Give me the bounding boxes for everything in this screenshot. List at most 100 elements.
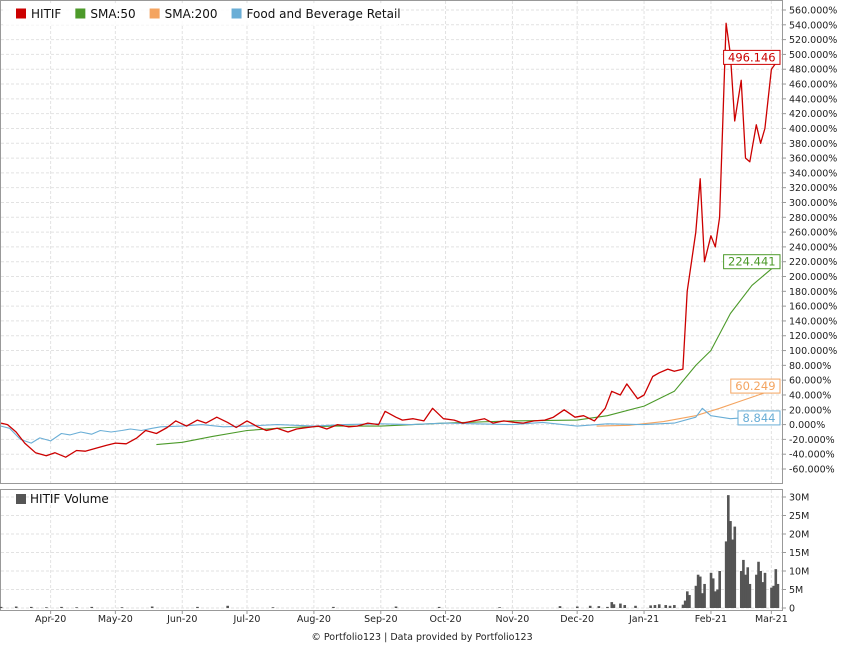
x-axis: Apr-20 May-20 Jun-20 Jul-20 Aug-20 Sep-20 Oct-…	[35, 610, 788, 625]
sma50-end-label-text: 224.441	[728, 255, 776, 269]
volume-bar	[673, 605, 676, 608]
price-y-tick-label: 20.000%	[789, 405, 831, 416]
volume-bar	[668, 605, 672, 608]
x-tick-label: Feb-21	[695, 614, 727, 625]
volume-legend: HITIF Volume	[16, 492, 109, 506]
price-y-tick-label: 180.000%	[789, 287, 837, 298]
price-y-tick-label: 480.000%	[789, 65, 837, 76]
volume-bar	[772, 585, 775, 608]
volume-bar	[619, 603, 622, 608]
legend-food-beverage: Food and Beverage Retail	[231, 7, 401, 21]
hitif-end-label-text: 496.146	[728, 50, 776, 64]
price-grid	[1, 1, 782, 483]
price-y-tick-label: 460.000%	[789, 80, 837, 91]
price-y-tick-label: 0.000%	[789, 420, 825, 431]
food-beverage-end-label: 8.844	[737, 410, 781, 426]
volume-bar	[718, 571, 721, 608]
volume-bar	[757, 561, 760, 608]
volume-bar	[711, 578, 715, 608]
volume-bar	[498, 607, 501, 608]
volume-bar	[394, 606, 398, 608]
volume-bar	[120, 607, 124, 608]
volume-bar	[748, 583, 752, 608]
price-y-tick-label: 560.000%	[789, 6, 837, 17]
volume-bar	[727, 495, 730, 608]
price-y-tick-label: -20.000%	[789, 435, 835, 446]
volume-bar	[716, 589, 719, 608]
volume-bar	[226, 605, 229, 608]
price-y-tick-label: 360.000%	[789, 154, 837, 165]
volume-bar	[696, 574, 700, 608]
price-y-tick-label: 280.000%	[789, 213, 837, 224]
volume-bar	[606, 606, 609, 608]
price-y-tick-label: 320.000%	[789, 183, 837, 194]
volume-legend-swatch	[16, 494, 26, 504]
volume-bar	[714, 591, 717, 608]
volume-bar	[332, 606, 335, 608]
x-tick-label: Sep-20	[364, 614, 397, 625]
sma200-end-label-box	[730, 378, 781, 394]
volume-bar	[0, 606, 3, 608]
x-tick-label: Apr-20	[35, 614, 66, 625]
volume-bar	[774, 569, 778, 608]
volume-bar	[45, 607, 48, 608]
volume-y-tick-label: 25M	[789, 511, 809, 522]
price-y-tick-label: -40.000%	[789, 450, 835, 461]
volume-bar	[575, 606, 579, 608]
price-panel: 560.000% 540.000% 520.000% 500.000% 480.000%…	[0, 0, 837, 484]
legend-sma200-swatch	[149, 8, 160, 19]
price-y-axis: 560.000% 540.000% 520.000% 500.000% 480.000%…	[782, 6, 837, 476]
legend-food-beverage-label: Food and Beverage Retail	[247, 7, 401, 21]
food-beverage-end-label-box	[737, 410, 781, 426]
volume-bar	[686, 591, 689, 608]
volume-bar	[588, 605, 592, 608]
volume-bar	[739, 571, 743, 608]
price-y-tick-label: 240.000%	[789, 242, 837, 253]
volume-y-axis: 30M 25M 20M 15M 10M 5M 0	[782, 493, 809, 615]
volume-bar	[610, 602, 614, 608]
price-y-tick-label: 60.000%	[789, 376, 831, 387]
price-y-tick-label: 80.000%	[789, 361, 831, 372]
volume-bar	[729, 521, 732, 608]
price-y-tick-label: 260.000%	[789, 228, 837, 239]
legend-sma50: SMA:50	[75, 7, 136, 21]
price-y-tick-label: 440.000%	[789, 94, 837, 105]
volume-grid	[1, 490, 782, 610]
volume-panel-frame	[0, 489, 783, 611]
volume-bar	[634, 605, 637, 608]
legend-sma200: SMA:200	[149, 7, 218, 21]
legend-hitif: HITIF	[16, 7, 61, 21]
volume-bar	[271, 607, 275, 608]
volume-bar	[709, 572, 713, 608]
x-tick-label: May-20	[98, 614, 133, 625]
legend-background	[3, 3, 398, 25]
legend-sma50-swatch	[75, 8, 86, 19]
legend-sma50-label: SMA:50	[90, 7, 135, 21]
hitif-line	[0, 22, 781, 458]
volume-bar	[763, 572, 767, 608]
volume-bar	[14, 606, 18, 608]
price-y-tick-label: 400.000%	[789, 124, 837, 135]
volume-bar	[623, 605, 627, 608]
x-tick-label: Dec-20	[560, 614, 594, 625]
volume-bar	[733, 526, 737, 608]
volume-y-tick-label: 10M	[789, 567, 809, 578]
legend-hitif-swatch	[16, 8, 26, 19]
volume-bar	[776, 583, 780, 608]
price-y-tick-label: 220.000%	[789, 257, 837, 268]
volume-bar	[437, 606, 441, 608]
x-tick-label: Aug-20	[297, 614, 331, 625]
price-y-tick-label: 300.000%	[789, 198, 837, 209]
volume-bar	[681, 604, 685, 608]
credit-text: © Portfolio123 | Data provided by Portfo…	[311, 632, 532, 643]
volume-bar	[694, 585, 698, 608]
x-tick-label: Oct-20	[430, 614, 462, 625]
price-y-tick-label: 140.000%	[789, 316, 837, 327]
price-y-tick-label: 340.000%	[789, 168, 837, 179]
price-y-tick-label: 520.000%	[789, 35, 837, 46]
volume-bar	[724, 541, 728, 608]
volume-y-tick-label: 15M	[789, 548, 809, 559]
price-y-tick-label: 200.000%	[789, 272, 837, 283]
volume-bar	[701, 593, 704, 608]
